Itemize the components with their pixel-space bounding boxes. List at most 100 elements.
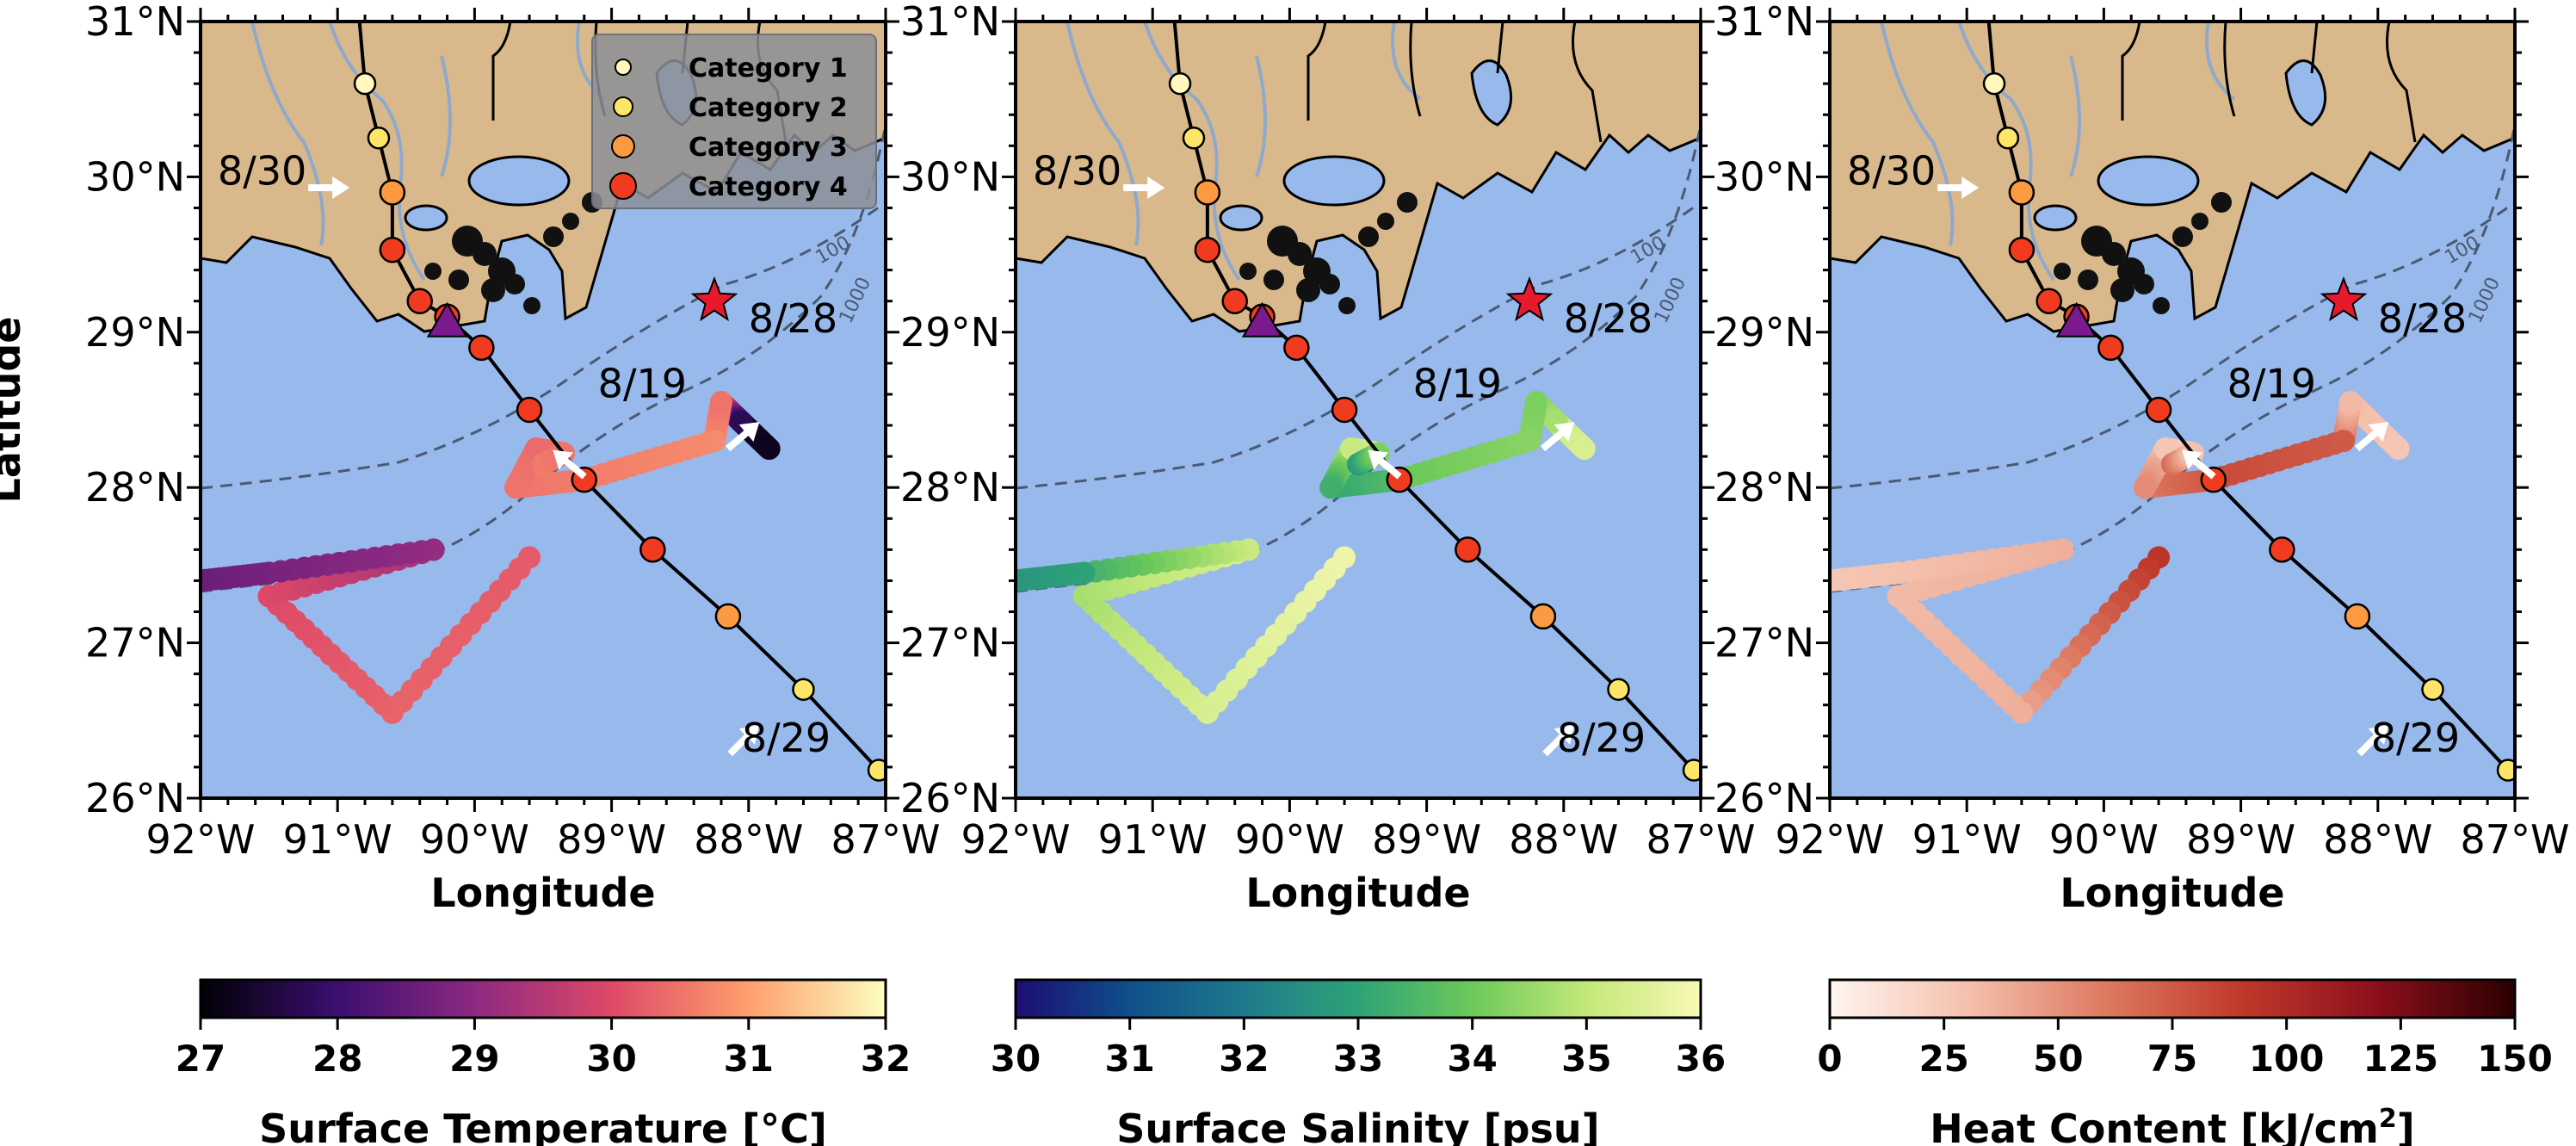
track-point-cat2 [1996, 127, 2020, 150]
track-point-cat3 [1194, 179, 1221, 206]
y-tick-label: 27°N [85, 620, 185, 666]
x-tick-label: 88°W [2323, 816, 2432, 863]
track-point-cat2 [792, 678, 815, 701]
y-tick-label: 29°N [900, 309, 1000, 356]
y-tick-label: 26°N [1714, 775, 1814, 821]
y-tick-label: 28°N [900, 464, 1000, 511]
x-tick-label: 87°W [2460, 816, 2569, 863]
colorbar-tick-label: 35 [1561, 1038, 1611, 1080]
x-tick-label: 90°W [420, 816, 529, 863]
category-legend: Category 1 Category 2 Category 3 Category 4 [591, 34, 877, 209]
y-tick-label: 28°N [85, 464, 185, 511]
colorbar-tick-label: 25 [1918, 1038, 1968, 1080]
colorbar-tick-label: 30 [991, 1038, 1041, 1080]
track-point-cat2 [1607, 678, 1630, 701]
legend-label: Category 4 [689, 172, 848, 202]
pointer-arrow [1123, 177, 1165, 200]
track-point-cat4 [516, 396, 543, 424]
y-tick-label: 26°N [85, 775, 185, 821]
legend-marker [611, 134, 635, 158]
star-marker [1505, 276, 1554, 322]
track-point-cat3 [2344, 603, 2371, 630]
map-frame [199, 20, 887, 800]
depth-contours [1830, 124, 2515, 593]
observation-point [504, 476, 528, 499]
track-point-cat4 [2035, 288, 2062, 314]
observation-point [703, 430, 726, 453]
track-point-cat2 [1182, 127, 1206, 150]
colorbar-gradient [1014, 978, 1702, 1019]
date-label: 8/19 [598, 361, 687, 407]
landfall-triangle [2055, 301, 2097, 338]
pointer-arrow [1368, 449, 1402, 480]
observation-point [1830, 569, 1841, 592]
observation-point [2332, 430, 2355, 453]
observation-point [1518, 430, 1541, 453]
lake-pontchartrain [1282, 155, 1386, 207]
track-point-cat2 [2421, 678, 2444, 701]
track-point-cat4 [1283, 334, 1310, 362]
colorbar-tick-label: 36 [1676, 1038, 1726, 1080]
observation-point [2387, 437, 2410, 461]
colorbar-heat-content: 0 25 50 75 100 125 150 Heat Content [kJ/cm2] [1817, 978, 2553, 1146]
observation-track-temperature [201, 390, 781, 724]
colorbar-tick-label: 75 [2147, 1038, 2197, 1080]
date-label: 8/28 [1564, 295, 1652, 342]
pointer-arrow [2357, 724, 2389, 757]
track-point-cat4 [1221, 288, 1248, 314]
x-axis-title: Longitude [1245, 870, 1470, 916]
y-tick-label: 31°N [1714, 0, 1814, 45]
track-point-cat3 [714, 603, 742, 630]
date-label: 8/30 [218, 147, 306, 194]
y-tick-label: 28°N [1714, 464, 1814, 511]
colorbar-gradient [1828, 978, 2517, 1019]
x-tick-label: 89°W [557, 816, 666, 863]
legend-marker [613, 96, 633, 117]
colorbar-tick-label: 31 [724, 1038, 774, 1080]
x-tick-label: 87°W [831, 816, 940, 863]
legend-label: Category 2 [689, 93, 848, 123]
colorbar-tick-label: 125 [2363, 1038, 2438, 1080]
date-label: 8/29 [2371, 715, 2460, 761]
colorbar-tick-label: 29 [449, 1038, 499, 1080]
x-tick-label: 90°W [1235, 816, 1344, 863]
date-label: 8/28 [2378, 295, 2467, 342]
x-axis-title: Longitude [430, 870, 655, 916]
delta-marsh [2054, 192, 2232, 314]
observation-point [2338, 390, 2362, 413]
lake-maurepas [1219, 204, 1263, 232]
y-tick-label: 30°N [900, 153, 1000, 200]
legend-label: Category 3 [689, 133, 848, 163]
colorbar-tick-label: 31 [1104, 1038, 1154, 1080]
y-tick-label: 30°N [1714, 153, 1814, 200]
legend-marker [609, 172, 637, 200]
map-frame [1014, 20, 1702, 800]
y-tick-label: 30°N [85, 153, 185, 200]
landfall-triangle [1241, 301, 1283, 338]
colorbar-title: Heat Content [kJ/cm2] [1930, 1104, 2414, 1146]
colorbar-tick-label: 34 [1447, 1038, 1497, 1080]
track-point-cat4 [2097, 334, 2124, 362]
colorbar-tick-label: 33 [1333, 1038, 1383, 1080]
legend-label: Category 1 [689, 53, 848, 84]
track-point-cat4 [468, 334, 495, 362]
lake-maurepas [2033, 204, 2078, 232]
track-point-cat2 [367, 127, 391, 150]
pointer-arrow [2355, 422, 2389, 452]
colorbar-salinity: 30 31 32 33 34 35 36 Surface Salinity [psu] [991, 978, 1726, 1146]
x-tick-label: 88°W [1509, 816, 1618, 863]
x-tick-label: 88°W [694, 816, 803, 863]
x-axis-title: Longitude [2060, 870, 2284, 916]
pointer-arrow [1541, 422, 1575, 452]
observation-point [1319, 476, 1343, 499]
colorbar-tick-label: 27 [176, 1038, 225, 1080]
legend-marker [615, 59, 632, 76]
pointer-arrow [1937, 177, 1980, 200]
track-point-cat4 [2008, 236, 2035, 263]
x-tick-label: 91°W [1098, 816, 1208, 863]
track-point-cat4 [406, 288, 433, 314]
x-tick-label: 89°W [2186, 816, 2295, 863]
observation-point [1572, 437, 1596, 461]
